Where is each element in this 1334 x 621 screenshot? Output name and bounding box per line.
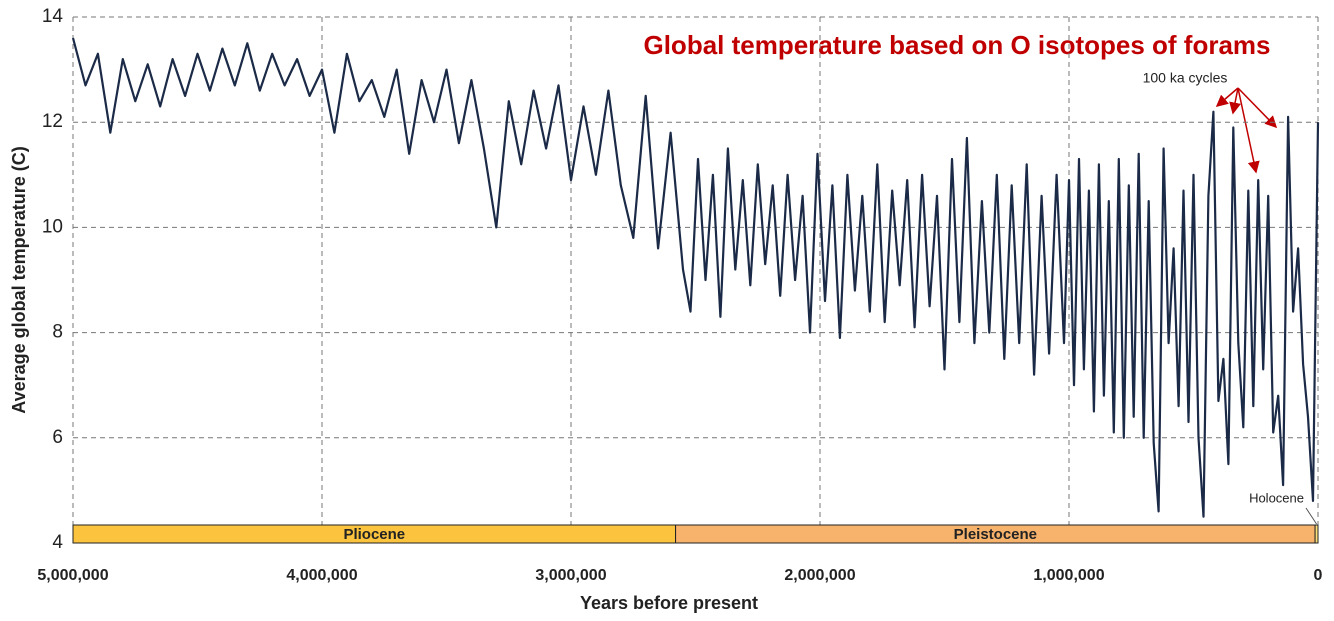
y-axis-title: Average global temperature (C) — [9, 146, 29, 413]
y-tick-label: 4 — [52, 532, 63, 553]
x-tick-label: 3,000,000 — [535, 567, 606, 584]
x-tick-label: 0 — [1314, 567, 1323, 584]
y-tick-label: 14 — [42, 6, 64, 27]
x-tick-label: 2,000,000 — [784, 567, 855, 584]
chart-title: Global temperature based on O isotopes o… — [643, 30, 1270, 60]
epoch-label: Pliocene — [343, 526, 405, 543]
x-tick-label: 1,000,000 — [1033, 567, 1104, 584]
y-tick-label: 12 — [42, 111, 63, 132]
annotation-arrows — [1215, 87, 1278, 174]
epoch-leader — [1305, 507, 1317, 525]
x-tick-label: 4,000,000 — [286, 567, 357, 584]
annotation: 100 ka cycles — [1143, 70, 1228, 86]
y-tick-label: 6 — [52, 427, 63, 448]
epoch-bar — [1314, 524, 1319, 544]
x-axis-title: Years before present — [580, 593, 758, 613]
y-tick-label: 10 — [42, 216, 63, 237]
epoch-label: Holocene — [1249, 490, 1304, 505]
x-tick-label: 5,000,000 — [37, 567, 108, 584]
y-tick-label: 8 — [52, 322, 63, 343]
data-line — [71, 37, 1320, 518]
epoch-label: Pleistocene — [954, 526, 1037, 543]
